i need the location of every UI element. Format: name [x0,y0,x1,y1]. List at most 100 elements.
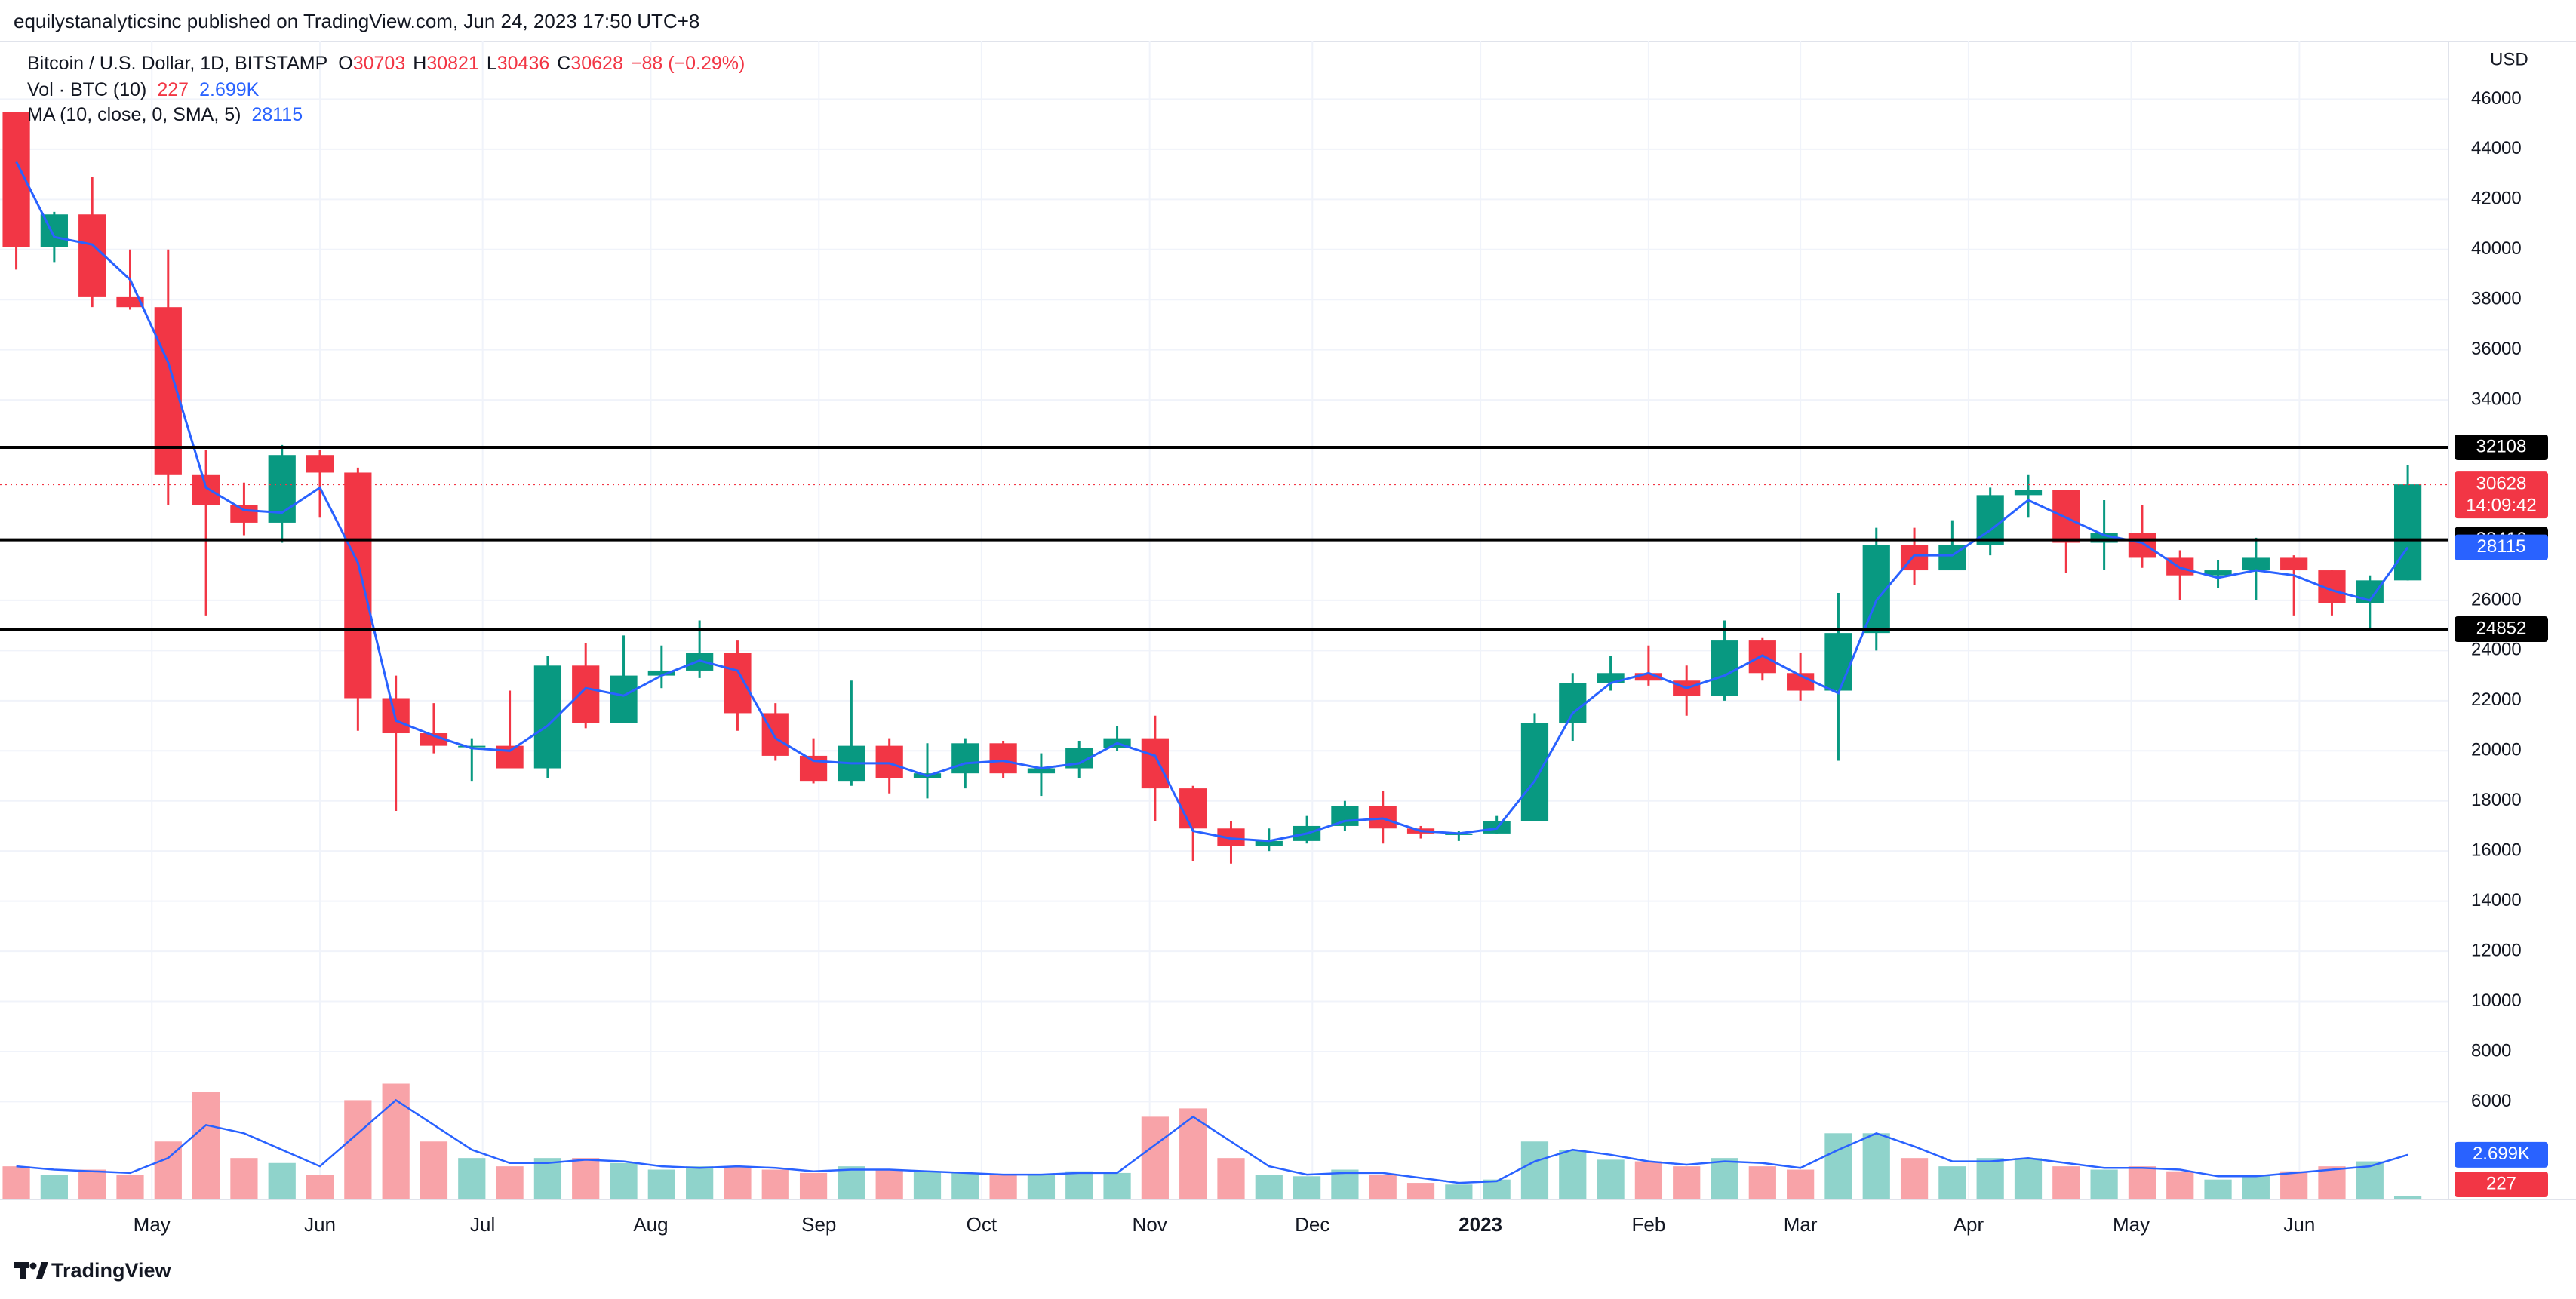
y-tick-label: 12000 [2471,940,2522,960]
volume-bar [875,1169,903,1199]
legend-volume-value: 227 [157,79,189,100]
y-tick-label: 16000 [2471,840,2522,861]
ma-line [15,161,2409,843]
candle-body [1255,840,1283,846]
volume-bar [2242,1175,2270,1199]
candle-body [420,733,448,746]
legend-ohlc-key: O [338,53,352,74]
volume-ma-box [2455,1141,2548,1168]
volume-ma-label: 2.699K [2473,1144,2530,1164]
volume-label: 227 [2486,1173,2516,1193]
ma-value-label: 28115 [2477,536,2526,557]
volume-bar [1027,1175,1056,1199]
volume-bar [1255,1175,1283,1199]
y-tick-label: 22000 [2471,689,2522,710]
x-tick-label: Feb [1631,1213,1665,1236]
level-label: 24852 [2476,618,2527,638]
volume-bar [761,1169,789,1199]
volume-bar [1711,1158,1738,1199]
volume-bar [1673,1166,1701,1199]
volume-bar [268,1162,296,1199]
legend-ohlc-value: 30821 [426,53,479,74]
candle-body [458,745,486,748]
y-tick-label: 36000 [2471,339,2522,359]
volume-bar [1748,1166,1776,1199]
volume-bar [686,1166,714,1199]
ma-value-box [2455,534,2548,560]
candle-body [875,745,903,778]
volume-bar [230,1158,258,1199]
candle-body [989,743,1017,774]
legend-ohlc-value: 30703 [353,53,406,74]
grid [0,41,2448,1199]
volume-bars [2,1083,2422,1199]
volume-bar [1331,1169,1359,1199]
y-tick-label: 42000 [2471,189,2522,209]
y-tick-label: 24000 [2471,640,2522,660]
y-tick-label: 46000 [2471,88,2522,109]
candle-body [686,653,714,671]
candle-body [116,296,144,308]
last-price-label: 30628 [2476,473,2527,493]
volume-bar [2166,1171,2194,1199]
volume-bar [1445,1184,1473,1199]
y-tick-label: 20000 [2471,740,2522,760]
volume-bar [2280,1171,2308,1199]
volume-bar [647,1169,675,1199]
volume-bar [1103,1172,1131,1199]
volume-bar [838,1166,865,1199]
volume-bar [192,1092,220,1199]
footer-brand: TradingView [51,1259,172,1282]
candle-body [1824,633,1852,691]
legend-symbol: Bitcoin / U.S. Dollar, 1D, BITSTAMP [27,53,327,74]
y-tick-label: 6000 [2471,1091,2511,1111]
candle-body [2052,490,2080,543]
y-tick-label: 18000 [2471,790,2522,810]
volume-bar [610,1162,638,1199]
volume-bar [1634,1161,1663,1199]
volume-bar [1369,1175,1397,1199]
legend-ohlc-value: 30436 [497,53,550,74]
candle-body [1634,673,1663,681]
axis-currency: USD [2490,49,2528,69]
candle-body [572,665,600,723]
candle-body [1787,673,1815,691]
last-price-label: 14:09:42 [2466,495,2536,515]
volume-bar [1483,1179,1511,1199]
x-tick-label: Sep [801,1213,836,1236]
x-tick-label: Aug [633,1213,668,1236]
tv-logo [14,1262,48,1279]
legend-ohlc-key: H [413,53,426,74]
volume-bar [2318,1166,2346,1199]
y-tick-label: 44000 [2471,138,2522,158]
candle-body [2128,533,2156,558]
volume-bar [1559,1150,1587,1199]
x-tick-label: Dec [1295,1213,1329,1236]
candle-body [1179,788,1207,829]
candle-body [1559,683,1587,723]
volume-bar [116,1175,144,1199]
logo-dot [29,1262,37,1270]
y-tick-label: 34000 [2471,388,2522,409]
volume-bar [913,1171,942,1199]
candle-body [610,675,638,723]
candle-body [1369,806,1397,829]
x-tick-label: Jul [470,1213,495,1236]
y-tick-label: 40000 [2471,238,2522,259]
volume-bar [306,1175,334,1199]
volume-bar [2393,1196,2422,1199]
x-tick-label: Apr [1954,1213,1984,1236]
volume-bar [458,1158,486,1199]
volume-bar [382,1083,410,1199]
candle-body [306,455,334,473]
volume-bar [951,1172,979,1199]
volume-bar [989,1175,1017,1199]
y-tick-label: 8000 [2471,1040,2511,1061]
volume-bar [1938,1166,1966,1199]
candle-body [344,472,372,699]
volume-bar [1406,1183,1435,1199]
volume-bar [1900,1158,1929,1199]
